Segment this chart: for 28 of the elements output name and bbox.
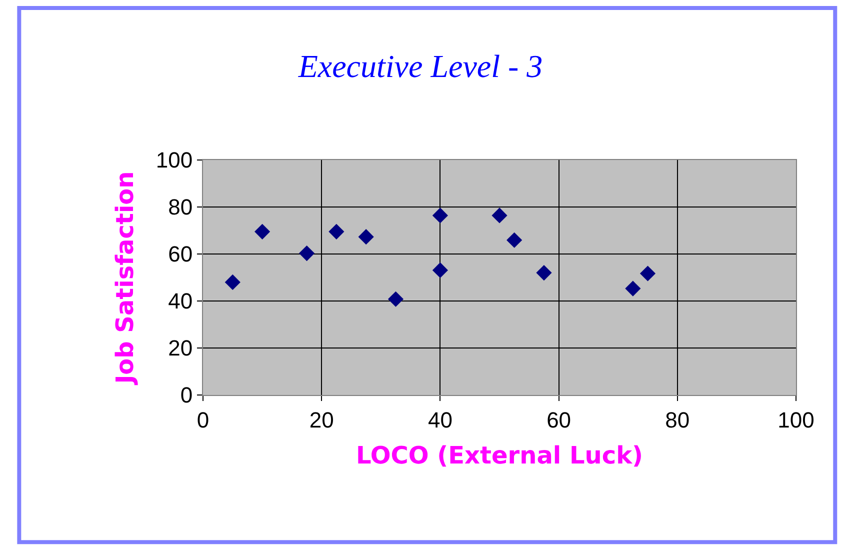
point xyxy=(328,224,344,240)
y-tick-label: 20 xyxy=(168,336,193,361)
point xyxy=(640,266,656,282)
x-tick-label: 40 xyxy=(428,407,452,432)
y-tick-label: 80 xyxy=(168,194,193,220)
y-tick-label: 60 xyxy=(168,242,193,267)
y-tick-label: 40 xyxy=(168,288,193,314)
point xyxy=(625,280,641,296)
point xyxy=(432,208,448,224)
point xyxy=(298,245,315,262)
y-tick-label: 100 xyxy=(156,148,193,173)
point xyxy=(224,274,240,290)
y-tick-label: 0 xyxy=(180,382,193,408)
x-tick-label: 60 xyxy=(546,407,572,432)
x-tick-label: 0 xyxy=(196,407,210,432)
y-axis-title: Job Satisfaction xyxy=(110,171,139,386)
x-tick-label: 80 xyxy=(665,407,690,432)
point xyxy=(506,232,522,248)
point xyxy=(432,262,448,278)
x-tick-label: 100 xyxy=(778,407,814,432)
point xyxy=(254,224,270,240)
chart-title: Executive Level - 3 xyxy=(297,48,543,84)
x-tick-label: 20 xyxy=(309,407,334,432)
x-axis-title: LOCO (External Luck) xyxy=(356,442,644,470)
point xyxy=(358,229,374,245)
point xyxy=(388,291,404,307)
point xyxy=(492,208,508,224)
point xyxy=(536,265,552,281)
